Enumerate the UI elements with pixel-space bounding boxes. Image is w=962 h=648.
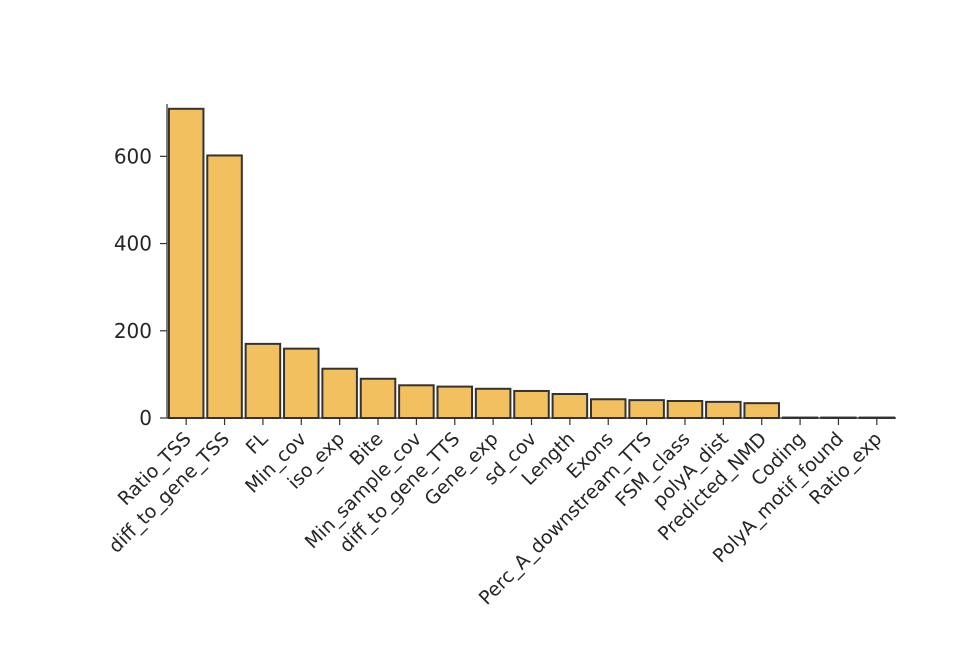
bar-sd-cov (513, 389, 550, 420)
bar-diff-to-gene-tts (436, 385, 474, 420)
bars (167, 107, 896, 420)
bar-length (551, 393, 589, 419)
y-tick-label: 0 (139, 406, 152, 430)
bar-diff-to-gene-tss (206, 154, 243, 419)
bar-ratio-tss (167, 107, 205, 420)
bar-min-cov (283, 347, 320, 419)
bar-polya-dist (705, 400, 742, 420)
y-tick-label: 600 (114, 144, 152, 168)
bar-gene-exp (474, 387, 512, 419)
bar-bite (359, 377, 397, 419)
bar-fl (244, 342, 282, 419)
y-tick-label: 200 (114, 319, 152, 343)
bar-exons (589, 398, 627, 419)
y-tick-label: 400 (114, 232, 152, 256)
y-axis: 0 200 400 600 (114, 104, 168, 430)
bar-perc-a-downstream-tts (628, 399, 665, 420)
bar-min-sample-cov (398, 384, 435, 419)
bar-iso-exp (321, 367, 358, 420)
bar-predicted-nmd (743, 402, 780, 419)
bar-fsm-class (666, 399, 704, 420)
